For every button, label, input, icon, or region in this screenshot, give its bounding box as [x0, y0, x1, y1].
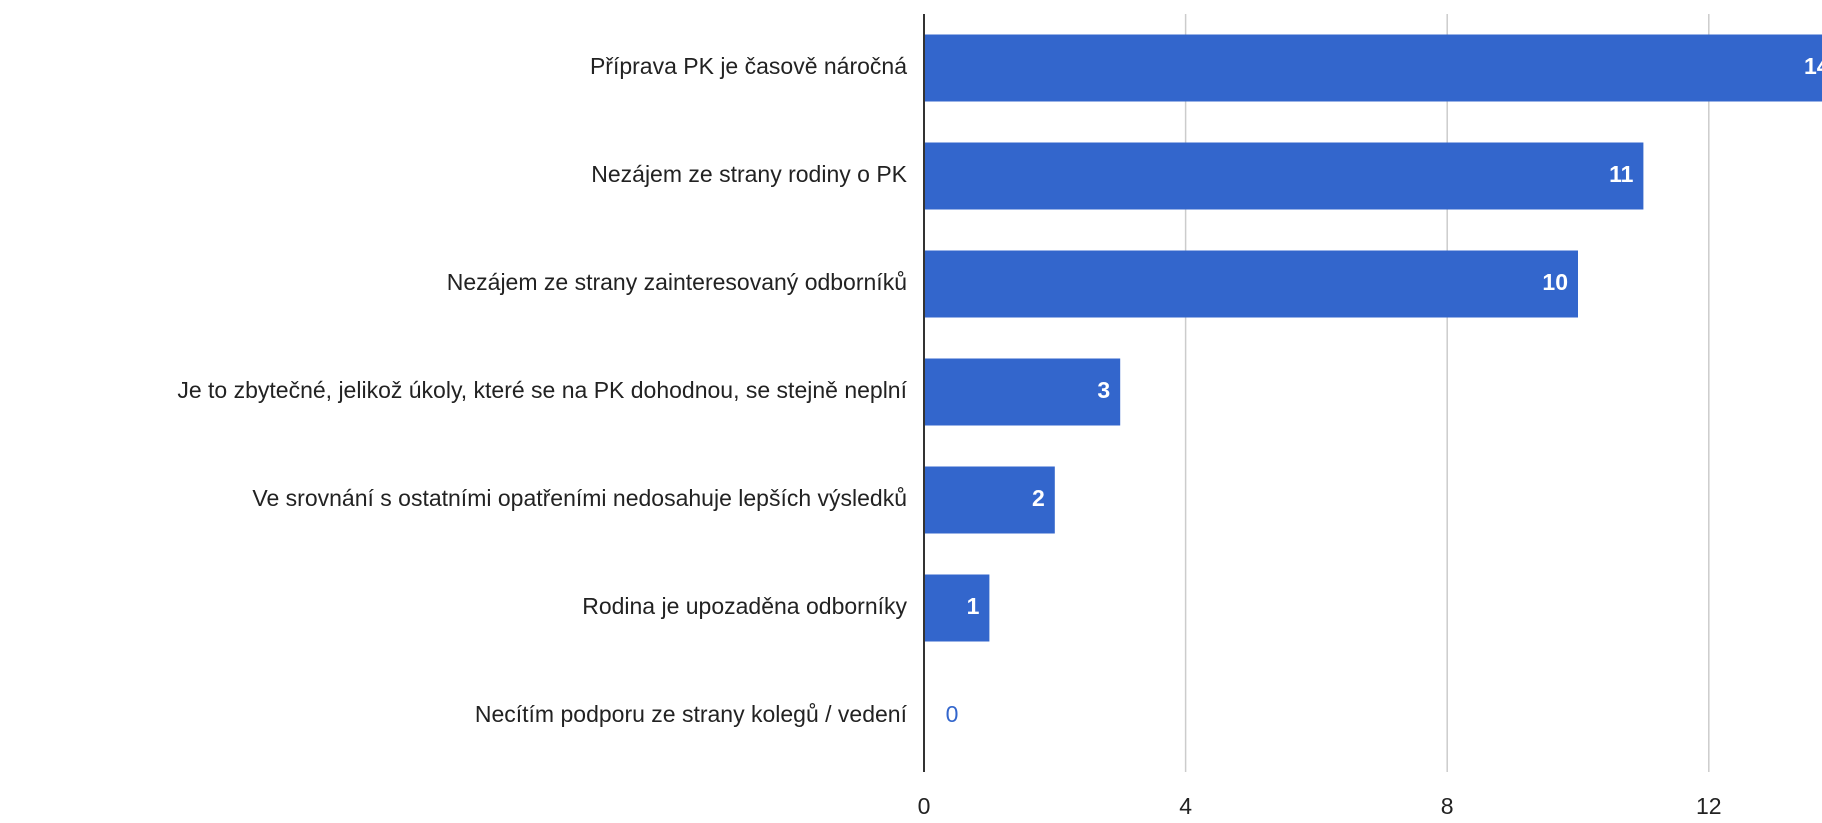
x-tick-label: 0 [918, 793, 931, 819]
value-label: 1 [967, 593, 980, 619]
y-tick-label: Příprava PK je časově náročná [590, 53, 907, 79]
value-label: 3 [1097, 377, 1110, 403]
value-label: 10 [1542, 269, 1568, 295]
bar [924, 466, 1055, 534]
x-tick-label: 12 [1696, 793, 1722, 819]
bar [924, 142, 1644, 210]
y-tick-label: Nezájem ze strany zainteresovaný odborní… [447, 269, 907, 295]
y-tick-label: Ve srovnání s ostatními opatřeními nedos… [252, 485, 907, 511]
y-tick-label: Je to zbytečné, jelikož úkoly, které se … [177, 377, 907, 403]
y-tick-label: Nezájem ze strany rodiny o PK [591, 161, 907, 187]
bar [924, 574, 990, 642]
value-label: 2 [1032, 485, 1045, 511]
value-label: 14 [1804, 53, 1822, 79]
value-label: 11 [1609, 161, 1634, 187]
bar [924, 358, 1121, 426]
bar [924, 34, 1822, 102]
bar [924, 250, 1578, 318]
value-label: 0 [946, 701, 959, 727]
x-tick-label: 8 [1441, 793, 1454, 819]
x-tick-label: 4 [1179, 793, 1192, 819]
y-tick-label: Rodina je upozaděna odborníky [582, 593, 907, 619]
y-tick-label: Necítím podporu ze strany kolegů / veden… [475, 701, 908, 727]
